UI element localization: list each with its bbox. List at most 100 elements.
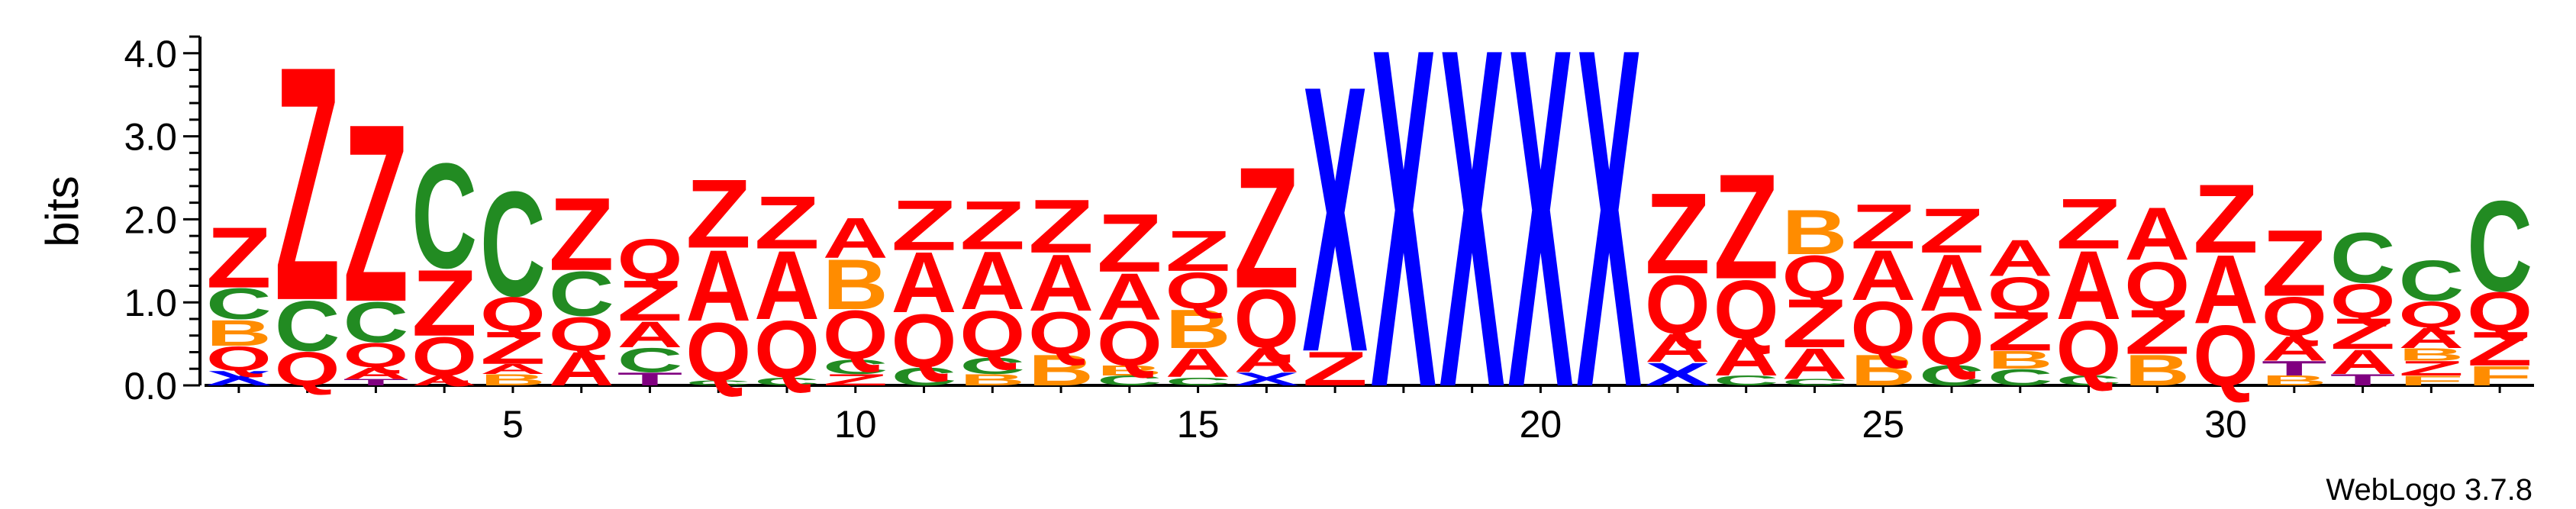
logo-letter-q: Q [617,227,683,292]
logo-letter-z: Z [1988,301,2053,362]
logo-letter-b: B [2124,346,2190,395]
logo-letter-f: F [2467,360,2532,391]
logo-letter-q: Q [1988,268,2053,322]
logo-letter-c: C [823,355,888,378]
x-tick-label: 20 [1520,403,1562,446]
logo-letter-z: Z [1645,169,1710,298]
logo-letter-q: Q [1028,300,1094,367]
logo-letter-z: Z [206,210,272,306]
logo-letter-a: A [2262,330,2327,368]
logo-letter-c: C [2398,249,2464,313]
logo-letter-b: B [2398,345,2464,364]
logo-stacks: XQBCZQCZTAQCZAQZCBAZQCAQCZTCAZQCQAZCQAZZ… [206,0,2532,489]
logo-letter-z: Z [891,186,957,266]
logo-letter-z: Z [411,250,477,356]
logo-letter-q: Q [1097,308,1162,379]
logo-letter-z: Z [549,177,614,293]
logo-letter-t: T [617,369,683,389]
logo-letter-z: Z [2193,163,2258,273]
logo-letter-z: Z [959,187,1025,264]
logo-letter-z: Z [2398,356,2464,379]
logo-letter-q: Q [343,336,409,375]
logo-letter-b: B [480,371,546,389]
logo-letter-z: Z [1302,342,1368,396]
logo-letter-a: A [959,234,1025,327]
logo-letter-z: Z [754,180,820,264]
logo-letter-q: Q [823,297,888,374]
x-tick-label: 10 [834,403,877,446]
logo-letter-q: Q [754,304,820,394]
x-tick-label: 30 [2204,403,2247,446]
logo-letter-z: Z [685,159,751,269]
logo-letter-a: A [1850,235,1916,315]
logo-letter-c: C [1165,375,1231,388]
logo-letter-x: X [1576,0,1642,489]
logo-letter-b: B [823,244,888,324]
logo-letter-z: Z [275,0,340,370]
logo-letter-q: Q [411,326,477,388]
logo-letter-c: C [1714,373,1779,388]
logo-letter-q: Q [2193,308,2258,404]
logo-letter-a: A [1233,341,1299,379]
logo-letter-a: A [2056,231,2122,340]
logo-letter-q: Q [549,308,614,362]
logo-letter-x: X [1233,369,1299,389]
logo-letter-c: C [411,133,477,300]
y-tick-label: 1.0 [124,282,177,324]
logo-letter-a: A [1919,237,1984,328]
logo-letter-b: B [1097,363,1162,379]
logo-letter-a: A [617,314,683,356]
logo-letter-c: C [685,379,751,387]
logo-letter-b: B [1165,298,1231,359]
logo-letter-q: Q [275,343,340,397]
logo-letter-c: C [891,362,957,391]
weblogo-credit: WebLogo 3.7.8 [2326,473,2532,507]
logo-letter-z: Z [2467,322,2532,376]
logo-letter-q: Q [685,306,751,398]
logo-letter-c: C [343,291,409,355]
logo-letter-z: Z [2124,297,2190,367]
logo-letter-q: Q [480,288,546,342]
logo-letter-t: T [343,377,409,387]
logo-letter-c: C [480,161,546,328]
logo-letter-z: Z [2262,211,2327,317]
logo-letter-t: T [2262,356,2327,379]
logo-letter-q: Q [2262,285,2327,347]
logo-letter-x: X [1302,7,1368,432]
logo-letter-f: F [2398,373,2464,388]
logo-letter-a: A [1028,237,1094,328]
logo-letter-a: A [2330,343,2396,381]
logo-letter-c: C [617,341,683,379]
logo-letter-b: B [1028,346,1094,395]
logo-letter-z: Z [2330,309,2396,358]
logo-letter-z: Z [2056,184,2122,263]
logo-letter-q: Q [2467,281,2532,343]
logo-letter-q: Q [1645,259,1710,351]
logo-letter-z: Z [1028,184,1094,269]
logo-letter-z: Z [343,72,409,355]
logo-letter-a: A [1988,229,2053,288]
logo-letter-z: Z [1850,192,1916,262]
logo-letter-c: C [1782,377,1848,387]
logo-letter-b: B [1850,346,1916,395]
x-tick-label: 15 [1177,403,1220,446]
logo-letter-z: Z [1714,143,1779,311]
logo-letter-x: X [1645,356,1710,392]
logo-letter-b: B [1988,346,2053,374]
logo-letter-a: A [754,231,820,340]
logo-letter-a: A [1165,341,1231,386]
logo-letter-a: A [343,364,409,382]
logo-letter-a: A [1097,260,1162,334]
logo-letter-z: Z [1165,218,1231,282]
logo-letter-q: Q [206,340,272,379]
logo-letter-c: C [206,279,272,328]
logo-letter-q: Q [1714,264,1779,356]
logo-letter-q: Q [1782,243,1848,311]
logo-letter-q: Q [959,298,1025,372]
logo-letter-q: Q [1233,273,1299,366]
logo-letter-b: B [206,313,272,354]
logo-letter-z: Z [1097,196,1162,289]
logo-letter-c: C [1097,373,1162,388]
logo-letter-a: A [549,342,614,396]
x-axis: 5 10 15 20 25 30 [205,384,2534,446]
